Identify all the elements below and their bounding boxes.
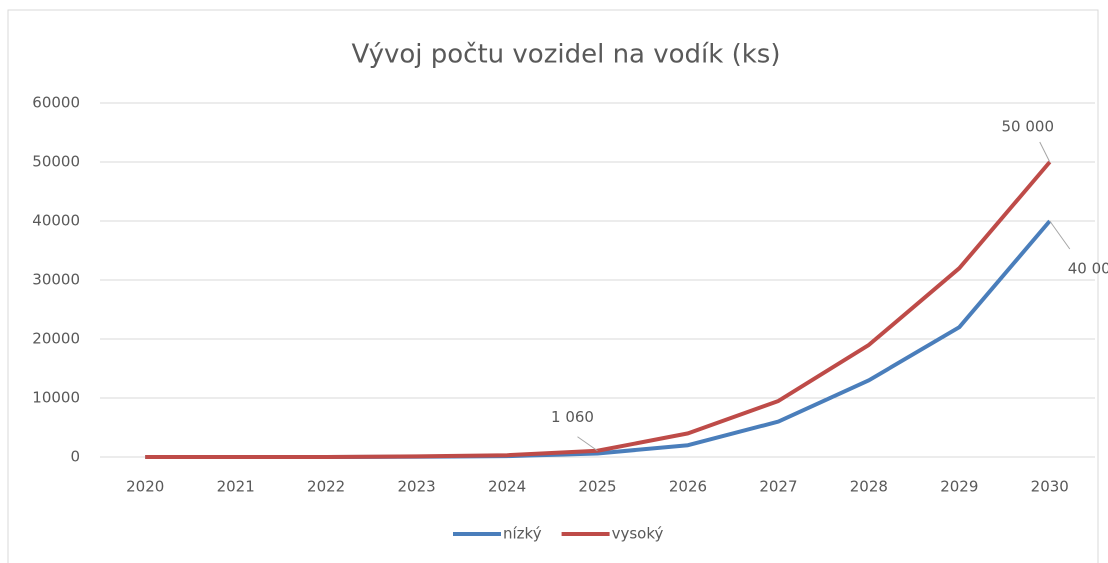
x-tick-label: 2030 [1031,478,1069,496]
x-tick-label: 2023 [397,478,435,496]
x-tick-label: 2026 [669,478,707,496]
y-tick-label: 0 [70,448,80,466]
x-tick-label: 2027 [759,478,797,496]
x-tick-label: 2029 [940,478,978,496]
leader-line [577,436,598,452]
x-tick-label: 2021 [217,478,255,496]
y-tick-label: 20000 [32,330,80,348]
y-tick-label: 10000 [32,389,80,407]
legend-label: nízký [503,525,542,543]
data-label: 50 000 [1002,118,1055,136]
x-tick-label: 2022 [307,478,345,496]
data-label: 40 000 [1068,260,1108,278]
y-tick-label: 30000 [32,271,80,289]
chart-title: Vývoj počtu vozidel na vodík (ks) [352,40,781,70]
x-tick-label: 2020 [126,478,164,496]
legend-label: vysoký [612,525,664,543]
y-tick-label: 40000 [32,212,80,230]
data-label: 1 060 [551,408,594,426]
leader-line [1039,141,1051,163]
y-tick-label: 50000 [32,153,80,171]
x-tick-label: 2028 [850,478,888,496]
x-tick-label: 2024 [488,478,526,496]
leader-line [1049,220,1071,250]
chart-frame [7,9,1099,563]
y-tick-label: 60000 [32,94,80,112]
x-tick-label: 2025 [578,478,616,496]
